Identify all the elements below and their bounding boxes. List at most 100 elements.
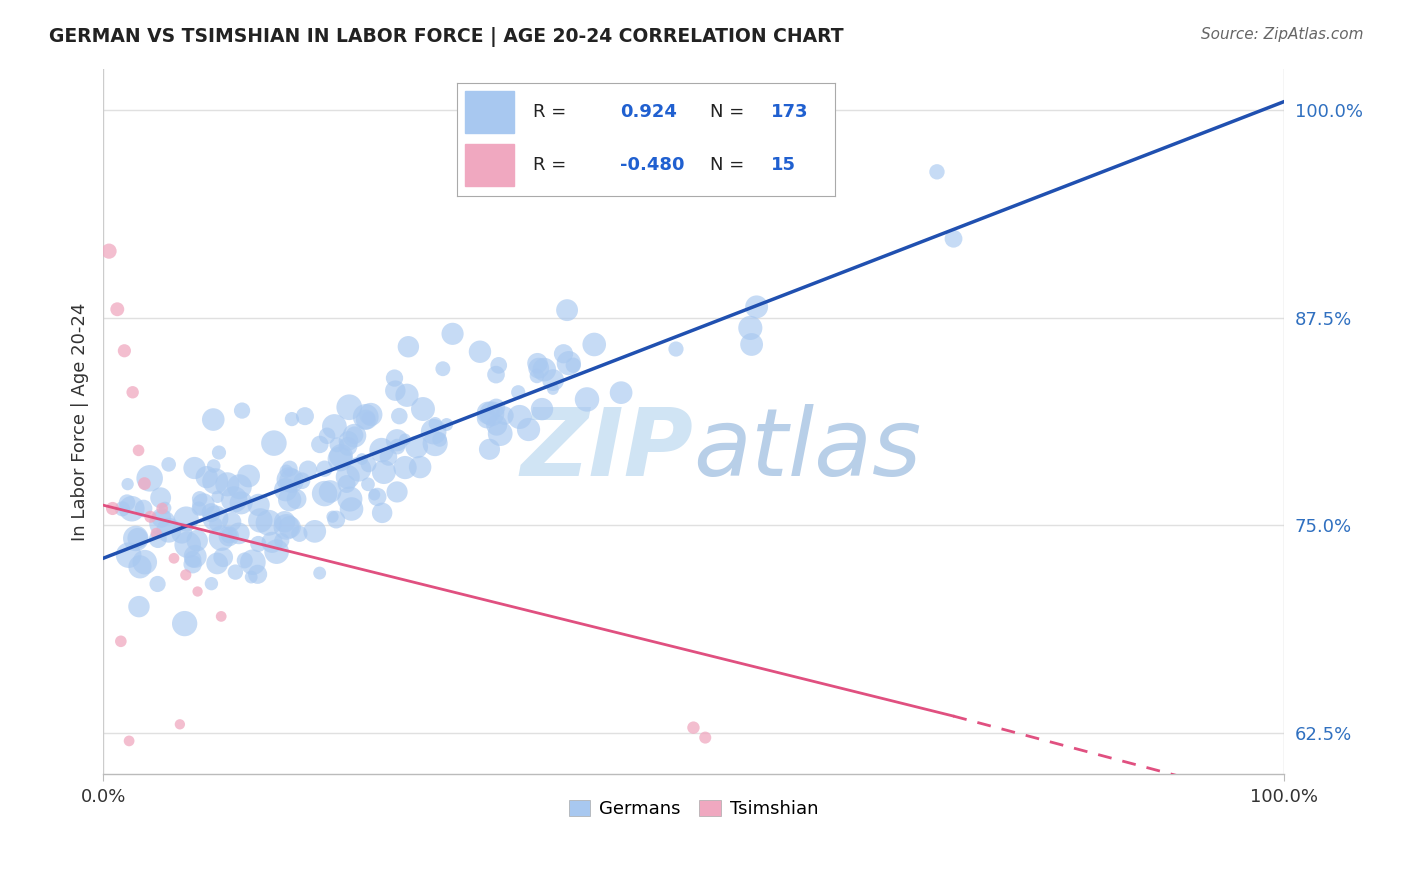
Point [429, 433, 451, 447]
Point [288, 526, 311, 541]
Point [205, 517, 228, 532]
Point [224, 565, 246, 579]
Point [942, 232, 965, 246]
Point [228, 526, 250, 541]
Point [425, 417, 447, 431]
Point [228, 480, 250, 494]
Point [231, 496, 253, 510]
Point [278, 520, 301, 534]
Point [485, 401, 508, 415]
Legend: Germans, Tsimshian: Germans, Tsimshian [561, 792, 825, 825]
Text: GERMAN VS TSIMSHIAN IN LABOR FORCE | AGE 20-24 CORRELATION CHART: GERMAN VS TSIMSHIAN IN LABOR FORCE | AGE… [49, 27, 844, 46]
Point [127, 531, 149, 545]
Point [665, 342, 688, 356]
Point [533, 362, 555, 376]
Point [377, 450, 399, 464]
Point [125, 532, 148, 546]
Point [541, 373, 564, 387]
Point [478, 442, 501, 457]
Point [249, 513, 271, 527]
Point [322, 509, 344, 524]
Point [247, 498, 270, 512]
Point [409, 460, 432, 475]
Point [509, 409, 531, 424]
Point [336, 470, 359, 484]
Point [357, 411, 380, 425]
Point [281, 412, 304, 426]
Point [517, 423, 540, 437]
Point [273, 515, 295, 529]
Point [527, 361, 550, 376]
Point [422, 425, 444, 439]
Point [741, 337, 763, 351]
Point [423, 436, 446, 450]
Point [343, 428, 366, 442]
Point [128, 443, 150, 458]
Point [357, 477, 380, 491]
Point [314, 461, 336, 475]
Point [276, 464, 298, 478]
Point [357, 458, 380, 472]
Point [105, 302, 128, 317]
Point [193, 498, 215, 512]
Point [494, 409, 516, 423]
Point [319, 484, 342, 499]
Point [231, 403, 253, 417]
Point [187, 501, 209, 516]
Point [204, 474, 226, 488]
Point [242, 555, 264, 569]
Point [134, 555, 156, 569]
Point [278, 492, 301, 507]
Point [132, 501, 155, 516]
Point [432, 361, 454, 376]
Text: Source: ZipAtlas.com: Source: ZipAtlas.com [1201, 27, 1364, 42]
Point [395, 388, 418, 402]
Point [366, 490, 388, 504]
Point [209, 609, 232, 624]
Point [138, 471, 160, 485]
Point [354, 409, 377, 424]
Point [118, 734, 141, 748]
Point [526, 356, 548, 370]
Point [257, 516, 280, 530]
Point [209, 531, 232, 545]
Point [266, 544, 288, 558]
Point [488, 359, 510, 373]
Point [323, 419, 346, 434]
Point [280, 474, 302, 488]
Point [174, 568, 197, 582]
Text: ZIP: ZIP [520, 403, 693, 496]
Point [316, 429, 339, 443]
Point [337, 434, 360, 448]
Point [468, 344, 491, 359]
Point [176, 538, 198, 552]
Point [150, 511, 173, 525]
Point [354, 412, 377, 426]
Point [343, 428, 366, 442]
Point [117, 548, 139, 562]
Point [330, 449, 353, 463]
Point [530, 402, 553, 417]
Point [485, 418, 508, 433]
Point [304, 524, 326, 539]
Point [205, 557, 228, 571]
Point [329, 452, 352, 467]
Point [157, 523, 180, 537]
Point [181, 552, 204, 566]
Point [278, 473, 301, 487]
Point [350, 452, 373, 467]
Point [925, 165, 948, 179]
Point [145, 526, 167, 541]
Point [221, 515, 243, 529]
Point [150, 501, 173, 516]
Point [326, 438, 349, 452]
Point [183, 461, 205, 475]
Point [134, 476, 156, 491]
Point [384, 371, 406, 385]
Point [111, 501, 134, 516]
Point [740, 321, 762, 335]
Point [146, 577, 169, 591]
Point [347, 462, 370, 476]
Point [385, 484, 408, 499]
Point [149, 491, 172, 505]
